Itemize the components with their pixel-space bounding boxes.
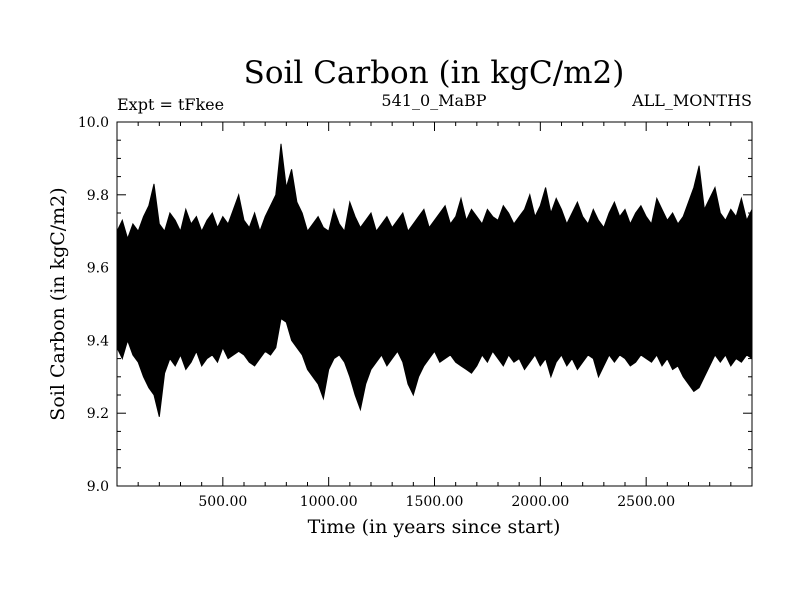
x-tick-label: 500.00	[198, 494, 247, 510]
y-tick-label: 9.8	[87, 188, 109, 204]
y-tick-labels: 9.0 9.2 9.4 9.6 9.8 10.0	[78, 115, 109, 495]
x-tick-labels: 500.00 1000.00 1500.00 2000.00 2500.00	[198, 494, 675, 510]
chart-title: Soil Carbon (in kgC/m2)	[244, 55, 625, 91]
subtitle-left: Expt = tFkee	[117, 95, 224, 114]
x-tick-marks	[137, 122, 732, 486]
subtitle-center: 541_0_MaBP	[381, 91, 486, 110]
y-axis-label: Soil Carbon (in kgC/m2)	[47, 187, 69, 420]
y-tick-label: 9.0	[87, 479, 109, 495]
y-tick-label: 9.6	[87, 261, 109, 277]
y-tick-label: 10.0	[78, 115, 109, 131]
x-tick-label: 1000.00	[300, 494, 358, 510]
x-tick-label: 2000.00	[511, 494, 569, 510]
subtitle-right: ALL_MONTHS	[631, 91, 752, 110]
plot-frame	[116, 121, 753, 487]
y-tick-label: 9.2	[87, 406, 109, 422]
x-axis-label: Time (in years since start)	[308, 516, 561, 538]
x-tick-label: 1500.00	[406, 494, 464, 510]
x-tick-label: 2500.00	[617, 494, 675, 510]
series-band-soil-carbon	[116, 143, 753, 417]
y-tick-label: 9.4	[87, 333, 109, 349]
